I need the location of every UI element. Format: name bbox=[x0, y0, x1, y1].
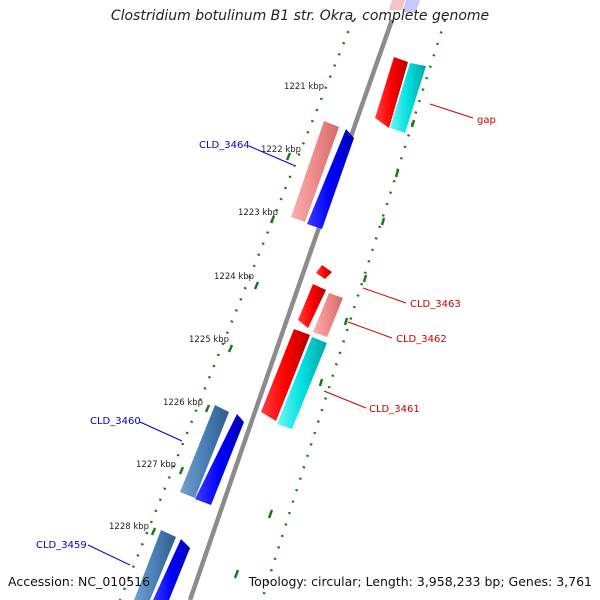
leader-lines bbox=[87, 103, 474, 566]
gene-faded-pink bbox=[389, 0, 405, 10]
top-faded-genes bbox=[389, 0, 420, 12]
tick-label-1221: 1221 kbp bbox=[284, 82, 324, 92]
gene-pink-3464 bbox=[291, 121, 339, 222]
gene-blue-3459 bbox=[153, 539, 190, 600]
gene-label-cld3462: CLD_3462 bbox=[396, 334, 447, 345]
gene-red-gap-left bbox=[375, 57, 408, 128]
gene-red-3461 bbox=[261, 329, 310, 421]
tick-label-1226: 1226 kbp bbox=[163, 398, 203, 408]
gene-cyan-3461 bbox=[277, 337, 327, 429]
gene-blue-3460 bbox=[195, 414, 244, 505]
gene-steel-3459 bbox=[134, 530, 176, 600]
genome-backbone bbox=[187, 19, 395, 600]
tick-label-1222: 1222 kbp bbox=[261, 145, 301, 155]
gene-label-cld3461: CLD_3461 bbox=[369, 404, 420, 415]
gene-label-gap: gap bbox=[477, 115, 496, 126]
topology-text: Topology: circular; Length: 3,958,233 bp… bbox=[248, 574, 592, 589]
gene-faded-blue bbox=[402, 0, 420, 12]
gene-label-cld3463: CLD_3463 bbox=[410, 299, 461, 310]
map-title: Clostridium botulinum B1 str. Okra, comp… bbox=[110, 8, 490, 24]
gene-red-small bbox=[316, 265, 332, 279]
gene-red-3463 bbox=[298, 284, 326, 328]
tick-dashes bbox=[150, 119, 416, 579]
gene-label-cld3460: CLD_3460 bbox=[90, 416, 141, 427]
gene-steel-3460 bbox=[180, 405, 229, 498]
tick-label-1224: 1224 kbp bbox=[214, 272, 254, 282]
gene-blue-3464 bbox=[307, 129, 354, 229]
gene-cyan-gap bbox=[390, 63, 426, 133]
tick-label-1227: 1227 kbp bbox=[136, 460, 176, 470]
gene-pink-3462 bbox=[313, 293, 343, 337]
tick-label-1223: 1223 kbp bbox=[238, 208, 278, 218]
gene-label-cld3464: CLD_3464 bbox=[199, 140, 250, 151]
tick-label-1225: 1225 kbp bbox=[189, 335, 229, 345]
accession-text: Accession: NC_010516 bbox=[8, 574, 151, 589]
inner-dotted-ruler bbox=[118, 19, 355, 600]
gene-label-cld3459: CLD_3459 bbox=[36, 540, 87, 551]
tick-label-1228: 1228 kbp bbox=[109, 522, 149, 532]
